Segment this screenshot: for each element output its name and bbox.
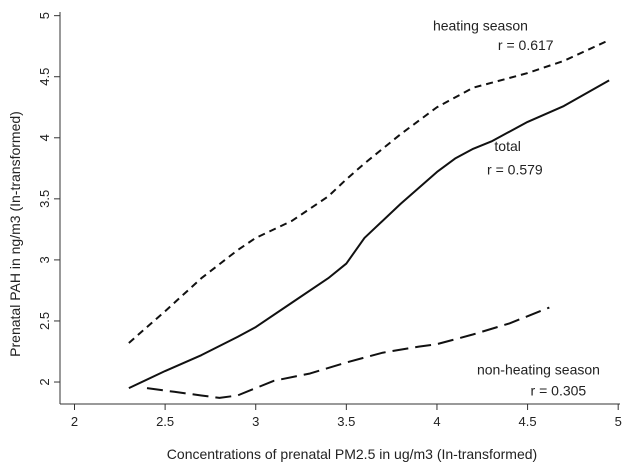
x-tick-label: 2.5 [156, 414, 174, 429]
x-tick-label: 2 [71, 414, 78, 429]
y-axis-title: Prenatal PAH in ng/m3 (In-transformed) [7, 111, 23, 357]
non-heating-season-label: non-heating season [477, 362, 600, 378]
non-heating-season-r-label: r = 0.305 [531, 382, 587, 398]
total-label: total [494, 138, 520, 154]
y-tick-label: 5 [37, 12, 52, 19]
y-tick-label: 2 [37, 378, 52, 385]
series-line-heating [128, 39, 610, 344]
series-line-nonheating [146, 306, 550, 399]
x-tick-label: 4.5 [519, 414, 537, 429]
y-tick-label: 4 [37, 134, 52, 141]
x-tick-label: 3 [252, 414, 259, 429]
y-tick-label: 2.5 [37, 312, 52, 330]
heating-season-label: heating season [433, 17, 528, 33]
x-axis-title: Concentrations of prenatal PM2.5 in ug/m… [167, 446, 537, 462]
series-line-total [128, 79, 610, 390]
y-tick-label: 4.5 [37, 68, 52, 86]
y-tick-label: 3.5 [37, 190, 52, 208]
x-tick-label: 5 [615, 414, 622, 429]
heating-season-r-label: r = 0.617 [498, 37, 554, 53]
y-tick-label: 3 [37, 256, 52, 263]
total-r-label: r = 0.579 [487, 161, 543, 177]
x-tick-label: 4 [433, 414, 440, 429]
x-tick-label: 3.5 [337, 414, 355, 429]
